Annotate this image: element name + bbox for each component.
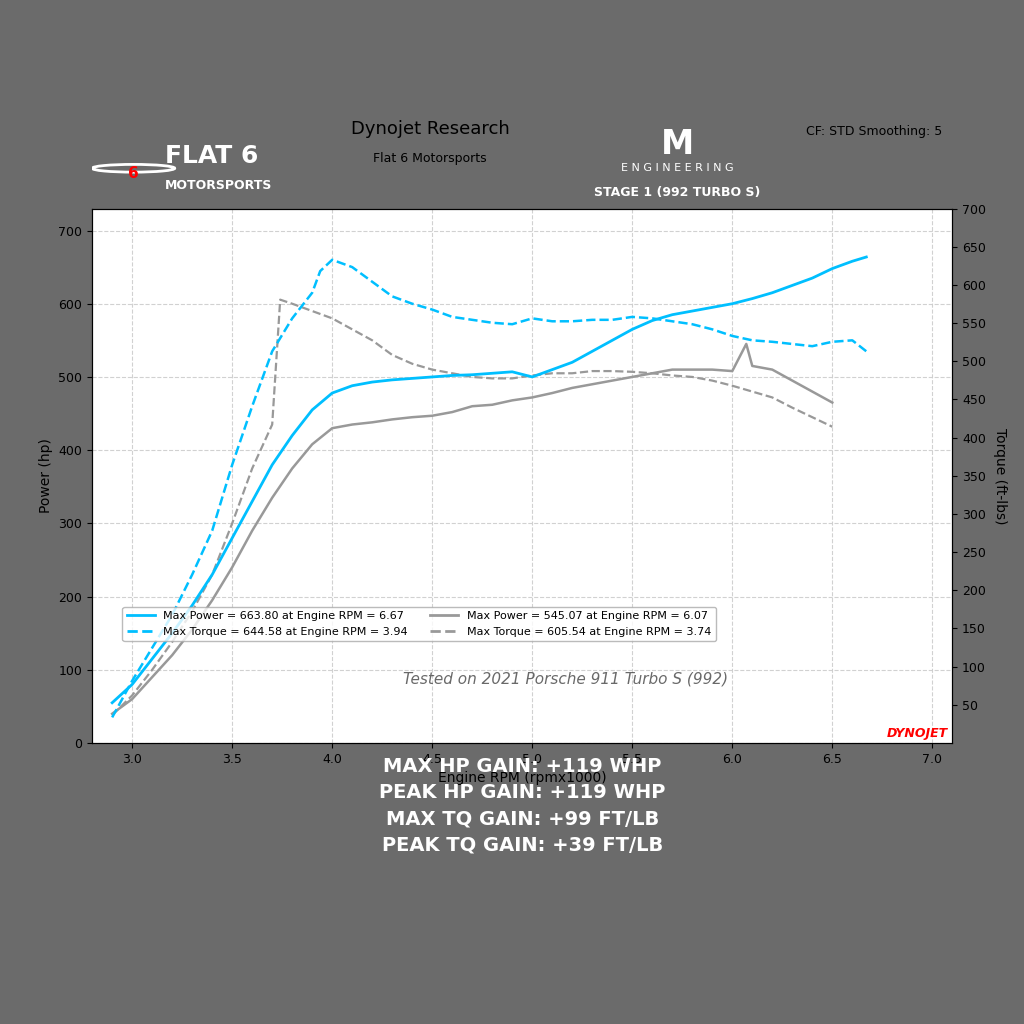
Text: MAX HP GAIN: +119 WHP: MAX HP GAIN: +119 WHP xyxy=(383,757,662,776)
Text: MOTORSPORTS: MOTORSPORTS xyxy=(165,179,272,193)
Text: Dynojet Research: Dynojet Research xyxy=(350,120,510,138)
Text: 6: 6 xyxy=(128,166,139,180)
Y-axis label: Torque (ft-lbs): Torque (ft-lbs) xyxy=(993,428,1007,524)
Text: MAX TQ GAIN: +99 FT/LB: MAX TQ GAIN: +99 FT/LB xyxy=(386,810,658,828)
X-axis label: Engine RPM (rpmx1000): Engine RPM (rpmx1000) xyxy=(438,771,606,785)
Text: STAGE 1 (992 TURBO S): STAGE 1 (992 TURBO S) xyxy=(594,186,760,199)
Y-axis label: Power (hp): Power (hp) xyxy=(39,438,53,513)
Text: Tested on 2021 Porsche 911 Turbo S (992): Tested on 2021 Porsche 911 Turbo S (992) xyxy=(402,672,728,686)
Text: FLAT 6: FLAT 6 xyxy=(165,144,259,168)
Text: M: M xyxy=(660,128,693,161)
Text: Flat 6 Motorsports: Flat 6 Motorsports xyxy=(374,152,486,165)
Text: PEAK HP GAIN: +119 WHP: PEAK HP GAIN: +119 WHP xyxy=(379,782,666,802)
Text: PEAK TQ GAIN: +39 FT/LB: PEAK TQ GAIN: +39 FT/LB xyxy=(382,836,663,854)
Text: CF: STD Smoothing: 5: CF: STD Smoothing: 5 xyxy=(806,125,942,138)
Legend: Max Power = 663.80 at Engine RPM = 6.67, Max Torque = 644.58 at Engine RPM = 3.9: Max Power = 663.80 at Engine RPM = 6.67,… xyxy=(122,607,716,641)
Text: E N G I N E E R I N G: E N G I N E E R I N G xyxy=(621,163,733,173)
Text: DYNOJET: DYNOJET xyxy=(887,727,948,740)
